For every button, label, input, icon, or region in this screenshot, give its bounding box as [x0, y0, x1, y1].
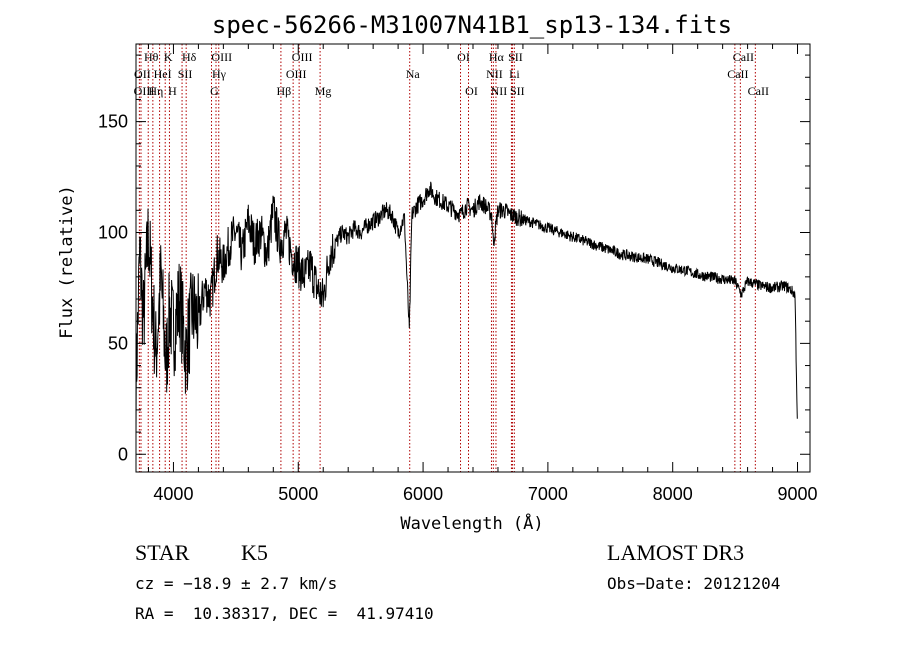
plot-area: 4000 5000 6000 7000 8000 9000 0 50 100 150 Hθ OII OI…	[98, 43, 818, 504]
x-tick-label: 6000	[403, 484, 443, 504]
x-tick-label: 4000	[153, 484, 193, 504]
spectral-line-label: Hγ	[212, 67, 227, 81]
x-tick-label: 7000	[528, 484, 568, 504]
y-tick-label: 50	[108, 333, 128, 353]
x-tick-label: 5000	[278, 484, 318, 504]
spectral-line-label: OI	[457, 50, 470, 64]
spectral-line-label: NII	[491, 84, 508, 98]
spectral-line-label: OI	[465, 84, 478, 98]
spectral-line-label: CaII	[733, 50, 754, 64]
spectral-line-label: Hδ	[182, 50, 197, 64]
spectral-line-label: NII	[486, 67, 503, 81]
spectral-line-label: SII	[510, 84, 525, 98]
survey-name: LAMOST DR3	[607, 540, 745, 565]
x-tick-label: 9000	[777, 484, 817, 504]
x-axis-label: Wavelength (Å)	[400, 512, 543, 534]
spectral-line-label: HeI	[154, 67, 172, 81]
ra-dec-coordinates: RA = 10.38317, DEC = 41.97410	[135, 604, 434, 623]
spectral-line-label: H	[168, 84, 177, 98]
spectral-line-label: OIII	[134, 84, 155, 98]
observation-date: Obs−Date: 20121204	[607, 574, 781, 593]
spectral-line-label: Hη	[148, 84, 163, 98]
spectral-line-label: Hθ	[144, 50, 159, 64]
spectral-line-label: CaII	[727, 67, 748, 81]
x-tick-label: 8000	[653, 484, 693, 504]
object-subclass: K5	[241, 540, 268, 565]
y-tick-label: 0	[118, 444, 128, 464]
spectral-line-label: Hα	[489, 50, 505, 64]
plot-frame	[135, 43, 811, 473]
spectral-line-label: OIII	[211, 50, 232, 64]
spectral-line-label: Na	[406, 67, 421, 81]
redshift-cz: cz = −18.9 ± 2.7 km/s	[135, 574, 338, 593]
spectral-line-label: OIII	[292, 50, 313, 64]
spectral-line-label: G	[210, 84, 219, 98]
chart-title: spec-56266-M31007N41B1_sp13-134.fits	[212, 11, 732, 39]
spectral-line-label: OIII	[286, 67, 307, 81]
spectral-line-label: OII	[134, 67, 151, 81]
object-class: STAR	[135, 540, 190, 565]
spectrum-line	[135, 181, 798, 437]
spectral-line-label: Mg	[315, 84, 332, 98]
y-tick-label: 100	[98, 222, 128, 242]
y-tick-label: 150	[98, 112, 128, 132]
spectral-line-label: SII	[508, 50, 523, 64]
spectral-line-label: CaII	[748, 84, 769, 98]
spectral-line-label: SII	[178, 67, 193, 81]
spectral-line-label: Hβ	[277, 84, 292, 98]
y-axis-label: Flux (relative)	[57, 185, 77, 339]
spectral-line-label: K	[164, 50, 173, 64]
spectral-line-label: Li	[509, 67, 520, 81]
